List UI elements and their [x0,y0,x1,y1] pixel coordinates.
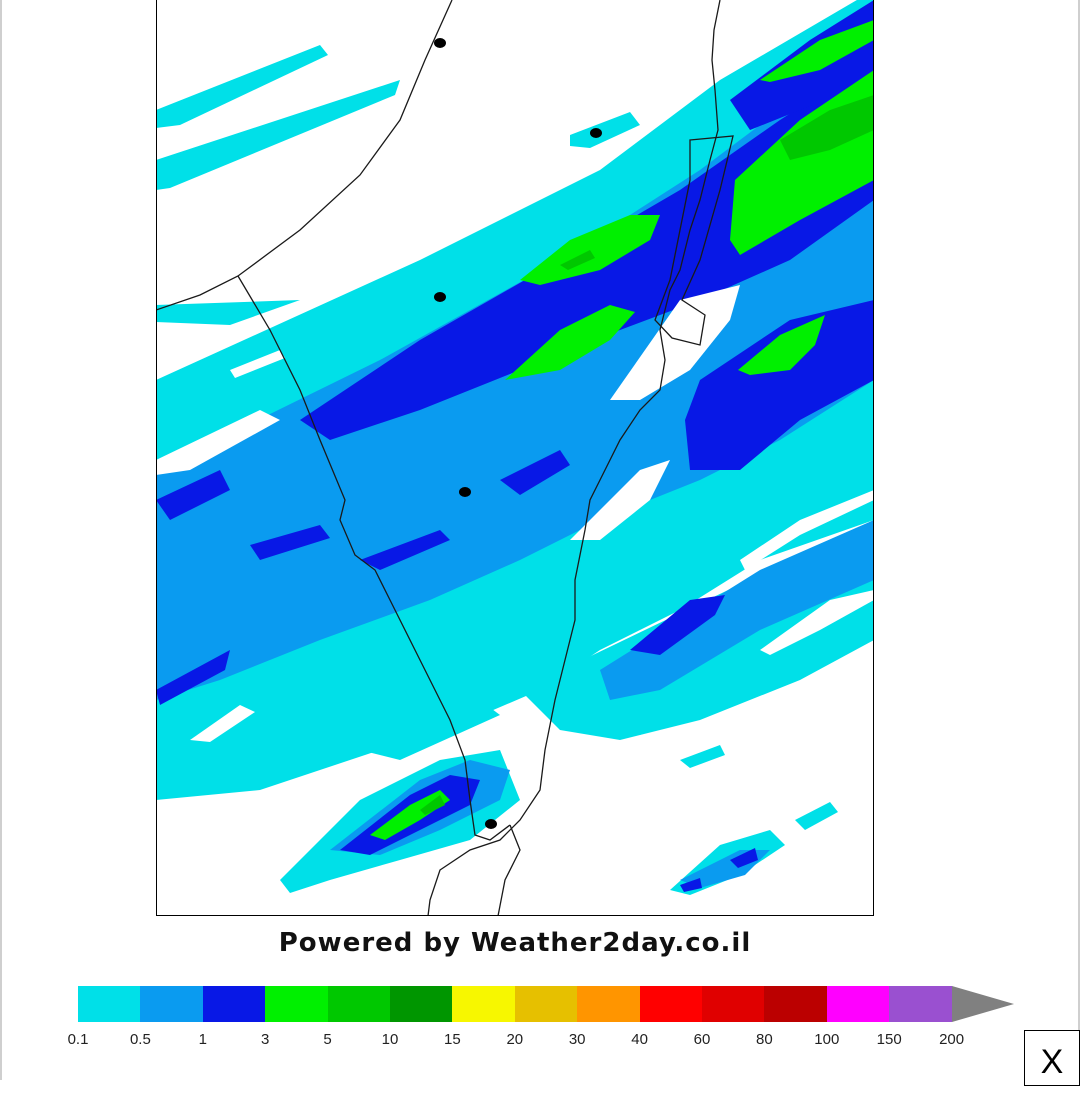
legend-tick-label: 3 [261,1031,270,1048]
legend-tick-label: 10 [381,1031,399,1048]
legend-swatch-11 [702,986,765,1022]
legend-swatch-7 [452,986,516,1022]
left-edge [0,0,2,1080]
legend-tick-label: 150 [876,1031,902,1048]
right-edge [1078,0,1080,1030]
legend-swatch-8 [514,986,578,1022]
legend-swatch-14 [889,986,953,1022]
city-dot-center-north [590,128,602,138]
city-dot-north [434,38,446,48]
legend-tick-label: 200 [939,1031,965,1048]
close-button[interactable]: X [1024,1030,1080,1086]
map-borders [156,0,734,916]
legend-swatch-2 [140,986,204,1022]
legend-tick-label: 15 [444,1031,461,1048]
legend-swatch-1 [78,986,141,1022]
legend-swatch-5 [327,986,391,1022]
legend-tick-label: 60 [693,1031,711,1048]
legend-overflow-arrow [952,986,1014,1022]
legend-swatch-9 [577,986,641,1022]
legend-swatch-13 [826,986,890,1022]
legend-swatch-3 [202,986,266,1022]
legend-tick-label: 100 [814,1031,840,1048]
dry-patches [156,285,874,742]
legend-swatch-4 [265,986,329,1022]
legend-tick-label: 20 [506,1031,524,1048]
legend-tick-label: 40 [631,1031,648,1048]
precipitation-map [156,0,874,916]
legend-tick-label: 5 [323,1031,332,1048]
powered-by-caption: Powered by Weather2day.co.il [278,928,752,958]
legend-tick-label: 80 [756,1031,773,1048]
city-dot-south-1 [459,487,471,497]
precipitation-legend-bar [78,986,1018,1022]
legend-swatch-12 [764,986,828,1022]
legend-tick-label: 30 [568,1031,586,1048]
legend-tick-label: 1 [198,1031,207,1048]
legend-tick-label: 0.5 [129,1031,151,1048]
legend-swatch-6 [390,986,453,1022]
city-dot-center [434,292,446,302]
legend-swatch-10 [639,986,703,1022]
legend-tick-label: 0.1 [67,1031,89,1048]
city-dot-south-2 [485,819,497,829]
rain-band-dark-green [420,95,874,815]
